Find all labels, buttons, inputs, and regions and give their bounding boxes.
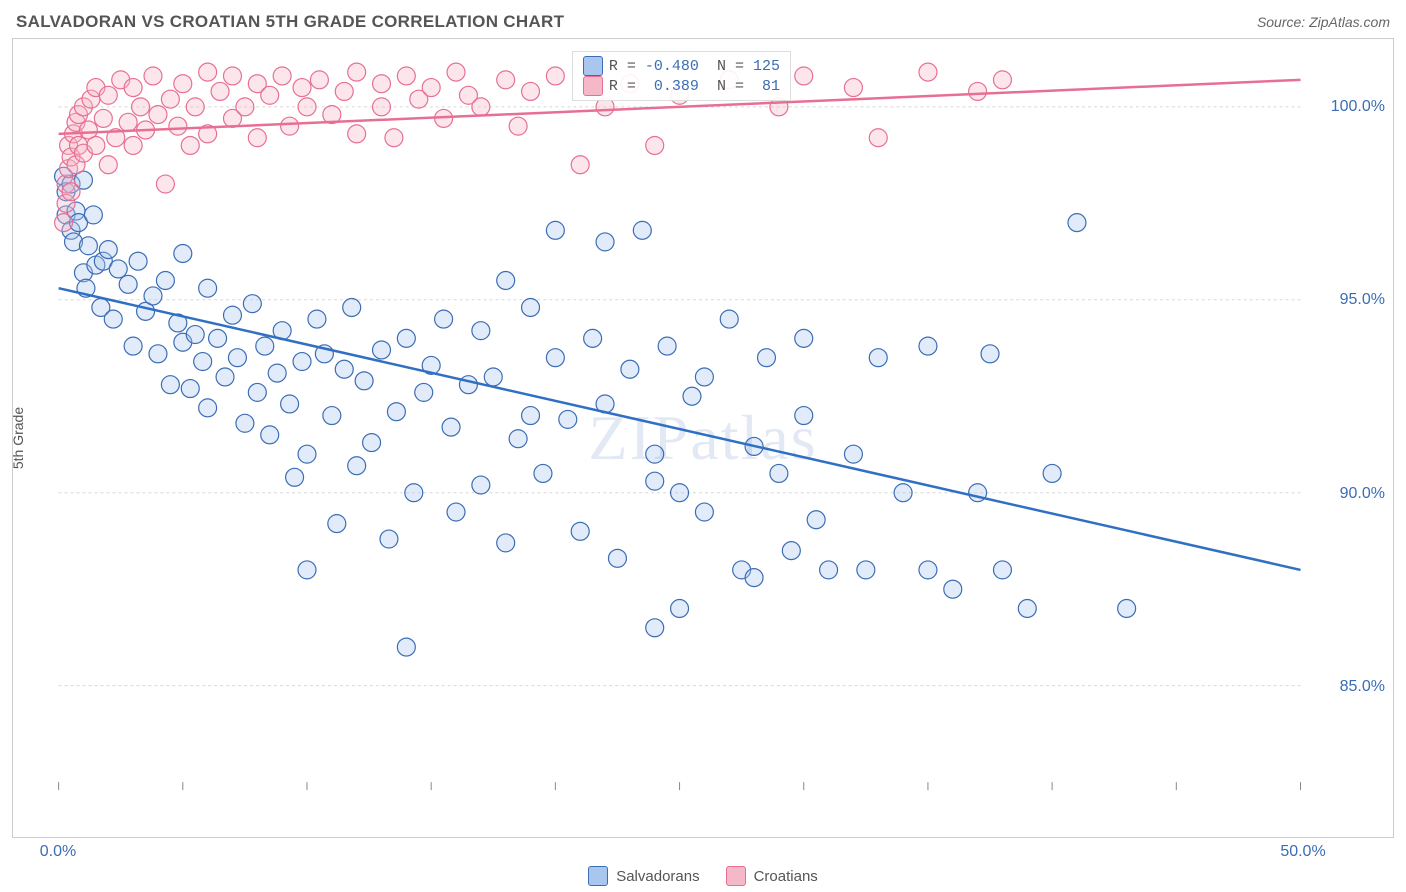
chart-source: Source: ZipAtlas.com bbox=[1257, 14, 1390, 30]
stat-swatch bbox=[583, 56, 603, 76]
stat-row: R = 0.389 N = 81 bbox=[583, 76, 780, 96]
y-tick-label: 85.0% bbox=[1340, 678, 1385, 696]
y-tick-label: 100.0% bbox=[1331, 98, 1385, 116]
chart-header: SALVADORAN VS CROATIAN 5TH GRADE CORRELA… bbox=[12, 12, 1394, 32]
scatter-plot-svg bbox=[13, 39, 1393, 837]
x-tick-label: 50.0% bbox=[1280, 843, 1325, 861]
correlation-stat-box: R = -0.480 N = 125R = 0.389 N = 81 bbox=[572, 51, 791, 101]
x-tick-label: 0.0% bbox=[40, 843, 76, 861]
chart-title: SALVADORAN VS CROATIAN 5TH GRADE CORRELA… bbox=[16, 12, 564, 32]
chart-area: ZIPatlas 5th Grade 85.0%90.0%95.0%100.0%… bbox=[12, 38, 1394, 838]
legend-swatch bbox=[588, 866, 608, 886]
legend-item: Salvadorans bbox=[588, 866, 699, 886]
stat-swatch bbox=[583, 76, 603, 96]
y-tick-label: 95.0% bbox=[1340, 291, 1385, 309]
stat-row: R = -0.480 N = 125 bbox=[583, 56, 780, 76]
legend-label: Salvadorans bbox=[616, 868, 699, 885]
legend-label: Croatians bbox=[754, 868, 818, 885]
y-tick-label: 90.0% bbox=[1340, 485, 1385, 503]
legend-item: Croatians bbox=[726, 866, 818, 886]
series-legend: Salvadorans Croatians bbox=[12, 866, 1394, 886]
y-axis-label: 5th Grade bbox=[10, 407, 26, 469]
legend-swatch bbox=[726, 866, 746, 886]
